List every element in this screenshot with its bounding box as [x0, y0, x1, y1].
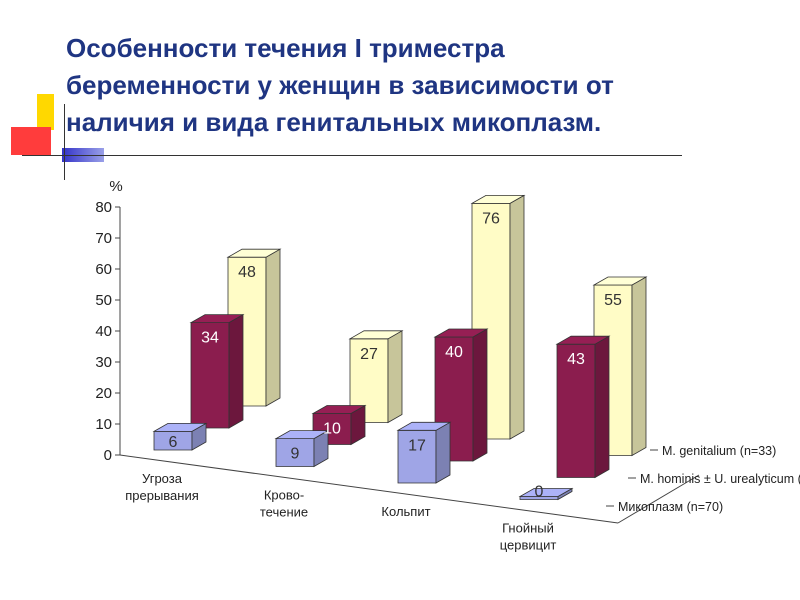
- bar-value-label: 43: [567, 351, 585, 368]
- bar: [152, 422, 208, 451]
- bar-value-label: 34: [201, 330, 219, 347]
- x-axis-line: [119, 454, 619, 524]
- bar-value-label: 27: [360, 346, 378, 363]
- series-label: Микоплазм (n=70): [618, 500, 723, 514]
- y-tick-label: 10: [95, 416, 112, 433]
- bar: [274, 429, 330, 468]
- y-axis-label: %: [109, 178, 122, 195]
- depth-axis-line: [617, 474, 700, 524]
- bar-value-label: 9: [291, 446, 300, 463]
- bar-value-label: 10: [323, 421, 341, 438]
- series-label: M. genitalium (n=33): [662, 444, 776, 458]
- y-tick-label: 70: [95, 230, 112, 247]
- bar: [396, 421, 452, 484]
- decor-horizontal-line: [22, 155, 682, 156]
- series-label: M. hominis ± U. urealyticum (n=67): [640, 472, 800, 486]
- bar-value-label: 48: [238, 264, 256, 281]
- bar: [189, 313, 245, 429]
- bar-value-label: 76: [482, 210, 500, 227]
- bar: [518, 487, 574, 501]
- decor-yellow-square: [37, 94, 54, 130]
- y-tick-label: 60: [95, 261, 112, 278]
- category-label: Угроза прерывания: [125, 471, 199, 503]
- bar: [348, 330, 404, 424]
- category-label: Кольпит: [381, 504, 430, 519]
- bar-value-label: 17: [408, 437, 426, 454]
- bar-value-label: 55: [604, 292, 622, 309]
- bar-value-label: 6: [169, 434, 178, 451]
- y-tick-label: 20: [95, 385, 112, 402]
- y-tick-label: 80: [95, 199, 112, 216]
- y-tick-label: 0: [104, 447, 112, 464]
- category-label: Гнойный цервицит: [500, 521, 557, 553]
- y-tick-label: 40: [95, 323, 112, 340]
- bar: [555, 335, 611, 479]
- y-tick-label: 50: [95, 292, 112, 309]
- decor-vertical-line: [64, 104, 65, 180]
- bar-value-label: 40: [445, 344, 463, 361]
- bar-value-label: 0: [535, 484, 544, 501]
- page-title: Особенности течения I триместра беременн…: [66, 33, 614, 137]
- decor-red-square: [11, 127, 51, 155]
- y-tick-label: 30: [95, 354, 112, 371]
- category-label: Крово-течение: [260, 488, 308, 520]
